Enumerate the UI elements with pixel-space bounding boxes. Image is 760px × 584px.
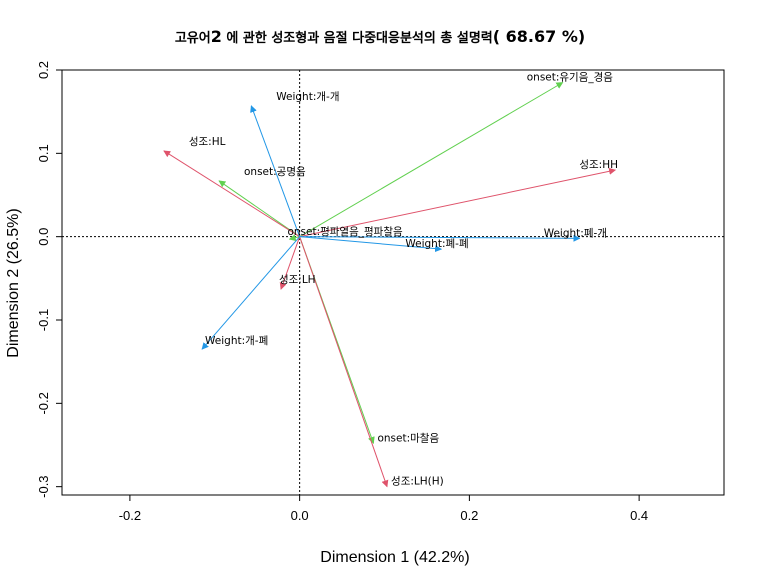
reference-lines <box>62 70 724 495</box>
label-성조-hh: 성조:HH <box>579 159 618 171</box>
y-axis-label: Dimension 2 (26.5%) <box>5 208 22 357</box>
y-tick-label: 0.0 <box>36 228 51 246</box>
arrow-weight-개-폐 <box>201 236 301 350</box>
point-labels-layer: onset:유기음_경음 onset:공명음 onset:평파열음_평파찰음onse… <box>189 71 618 488</box>
title-prefix: 고유어 <box>175 30 211 46</box>
arrow-onset-유기음-경음 <box>299 82 564 238</box>
plot-frame <box>61 69 725 496</box>
arrow-weight-폐-폐 <box>299 236 443 253</box>
y-tick-label: -0.3 <box>36 475 51 497</box>
arrow-onset-평파열음-평파찰음 <box>288 234 300 242</box>
arrow-성조-hh <box>299 167 617 238</box>
title-middle: 에 관한 성조형과 음절 다중대응분석의 총 설명력 <box>222 30 493 46</box>
y-axis: -0.3 -0.2 -0.1 0.0 0.1 0.2 <box>36 61 62 498</box>
arrow-성조-hl <box>163 150 300 238</box>
label-weight-개-개: Weight:개-개 <box>276 91 339 103</box>
label-weight-폐-개: Weight:폐-개 <box>544 227 607 239</box>
x-axis-label: Dimension 1 (42.2%) <box>320 549 469 566</box>
label-성조-lh-h: 성조:LH(H) <box>391 476 444 488</box>
y-tick-label: 0.2 <box>36 61 51 79</box>
label-onset-마찰음: onset:마찰음 <box>377 432 439 444</box>
arrow-성조-lh <box>279 236 301 290</box>
y-tick-label: -0.2 <box>36 392 51 414</box>
label-onset-공명음: onset:공명음 <box>244 166 306 178</box>
label-onset-유기음-경음: onset:유기음_경음 <box>527 71 614 84</box>
y-tick-label: 0.1 <box>36 144 51 162</box>
title-explained: ( 68.67 %) <box>493 27 585 46</box>
x-axis: -0.2 0.0 0.2 0.4 <box>119 495 648 523</box>
label-weight-개-폐: Weight:개-폐 <box>205 335 268 347</box>
arrow-성조-lh-h <box>299 236 389 488</box>
x-tick-label: -0.2 <box>119 508 141 523</box>
arrow-weight-개-개 <box>250 105 301 237</box>
label-성조-hl: 성조:HL <box>189 136 226 148</box>
x-tick-label: 0.4 <box>630 508 648 523</box>
arrow-onset-공명음 <box>218 180 300 238</box>
title-number: 2 <box>211 27 222 46</box>
chart-title: 고유어2 에 관한 성조형과 음절 다중대응분석의 총 설명력( 68.67 %… <box>175 27 585 46</box>
label-weight-폐-폐: Weight:폐-폐 <box>405 238 468 250</box>
x-tick-label: 0.0 <box>291 508 309 523</box>
arrow-weight-폐-개 <box>299 234 581 242</box>
y-tick-label: -0.1 <box>36 309 51 331</box>
arrows-layer <box>163 82 617 488</box>
label-성조-lh: 성조:LH <box>279 274 316 286</box>
label-onset-평파열음-평파찰음: onset:평파열음_평파찰음 <box>287 226 403 238</box>
x-tick-label: 0.2 <box>460 508 478 523</box>
